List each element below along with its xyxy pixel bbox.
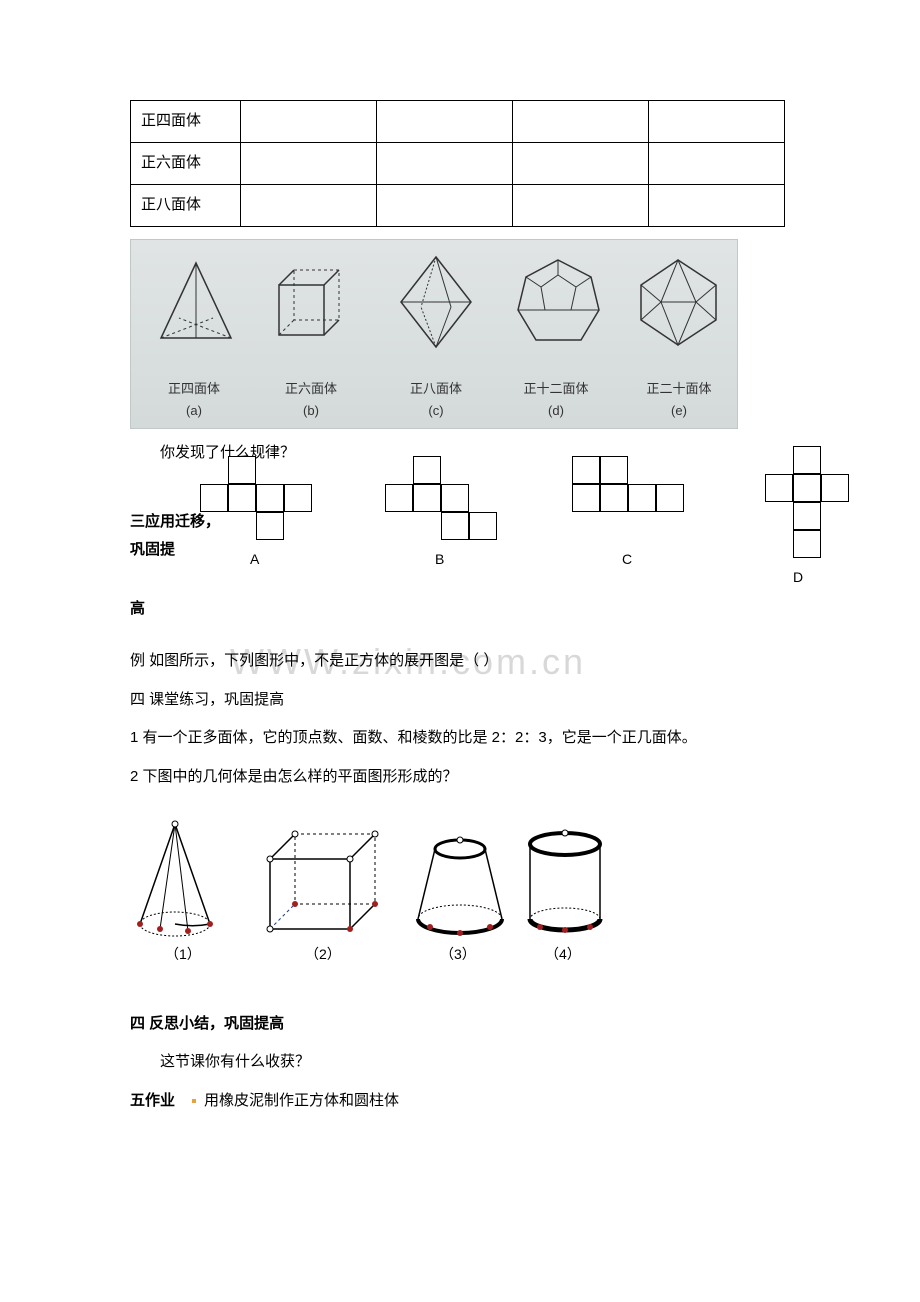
- svg-text:（1）: （1）: [165, 946, 201, 962]
- row-tetra: 正四面体: [131, 101, 241, 143]
- poly-sub-a: (a): [144, 399, 244, 424]
- assignment-text: 用橡皮泥制作正方体和圆柱体: [204, 1092, 399, 1109]
- poly-sub-b: (b): [261, 399, 361, 424]
- poly-sub-c: (c): [386, 399, 486, 424]
- net-label-a: A: [250, 546, 259, 573]
- question-2: 2 下图中的几何体是由怎么样的平面图形形成的？: [130, 763, 820, 792]
- cuboid-icon: （2）: [267, 831, 378, 962]
- section5-row: 五作业 用橡皮泥制作正方体和圆柱体: [130, 1087, 820, 1116]
- poly-label-c: 正八面体: [386, 377, 486, 402]
- svg-text:（3）: （3）: [440, 946, 476, 962]
- polyhedron-table: 正四面体 正六面体 正八面体: [130, 100, 785, 227]
- net-label-c: C: [622, 546, 632, 573]
- tetrahedron-icon: [151, 258, 241, 348]
- poly-label-b: 正六面体: [261, 377, 361, 402]
- solids-figure: （1） （2） （3）: [130, 809, 610, 979]
- reflect-question: 这节课你有什么收获？: [130, 1048, 820, 1077]
- net-label-b: B: [435, 546, 444, 573]
- example-text: 例 如图所示，下列图形中，不是正方体的展开图是（ ）: [130, 647, 820, 676]
- section3-title-p2: 高: [130, 595, 145, 624]
- row-hexa: 正六面体: [131, 143, 241, 185]
- cube-icon: [269, 260, 354, 345]
- poly-label-a: 正四面体: [144, 377, 244, 402]
- octahedron-icon: [391, 252, 481, 352]
- section4-practice-title: 四 课堂练习，巩固提高: [130, 686, 820, 715]
- question-1: 1 有一个正多面体，它的顶点数、面数、和棱数的比是 2：2：3，它是一个正几面体…: [130, 724, 820, 753]
- section4-reflect-title: 四 反思小结，巩固提高: [130, 1010, 820, 1039]
- dodecahedron-icon: [511, 255, 606, 350]
- poly-sub-d: (d): [506, 399, 606, 424]
- row-octa: 正八面体: [131, 185, 241, 227]
- cylinder-icon: （4）: [530, 830, 600, 962]
- orange-dot-icon: [192, 1099, 196, 1103]
- svg-text:（4）: （4）: [545, 946, 581, 962]
- net-label-d: D: [793, 564, 803, 591]
- frustum-icon: （3）: [418, 837, 502, 962]
- icosahedron-icon: [631, 255, 726, 350]
- poly-sub-e: (e): [629, 399, 729, 424]
- svg-text:（2）: （2）: [305, 946, 341, 962]
- cube-nets-figure: A B C D: [200, 456, 920, 576]
- cone-icon: （1）: [137, 821, 213, 962]
- polyhedra-figure: 正四面体 正六面体 正八面体 正十二面体 正二十面体 (a) (b) (c) (…: [130, 239, 738, 429]
- poly-label-e: 正二十面体: [629, 377, 729, 402]
- section5-title: 五作业: [130, 1092, 175, 1109]
- poly-label-d: 正十二面体: [506, 377, 606, 402]
